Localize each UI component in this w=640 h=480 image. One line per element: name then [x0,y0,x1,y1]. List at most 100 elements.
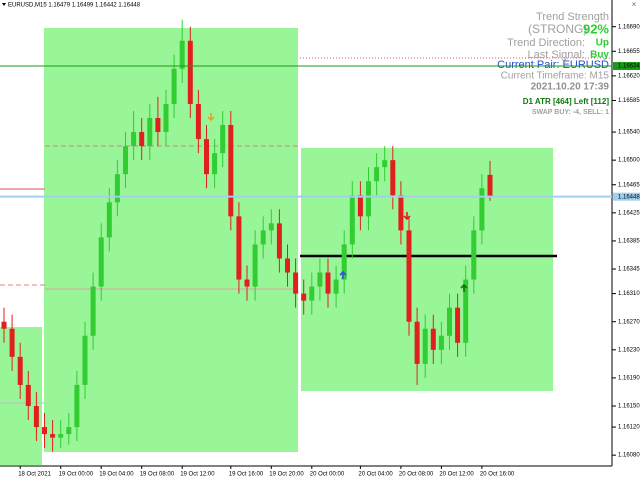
panel-text: D1 ATR [464] Left [112] [523,97,610,106]
x-tick-label: 19 Oct 00:00 [59,472,94,478]
zone [44,28,298,452]
y-tick-label: 1.16620 [618,73,640,79]
candle-body [187,40,193,104]
signal-arrow [403,212,411,221]
candle-body [366,181,371,217]
candle-body [268,223,274,231]
candle-body [25,384,31,406]
candle-body [1,321,7,329]
candle-body [438,335,444,350]
candle-body [17,356,23,385]
x-tick-label: 19 Oct 16:00 [229,472,264,478]
plot [1,19,493,452]
candle-body [285,258,290,273]
y-tick-label: 1.16190 [618,375,640,381]
price-label: 1.16634 [618,64,640,70]
candle-body [90,286,96,336]
panel-value: Up [596,38,609,49]
candle-body [390,160,396,196]
y-tick-label: 1.16080 [618,453,640,459]
candle-body [123,146,128,175]
x-tick-label: 20 Oct 04:00 [358,472,393,478]
panel-text: 2021.10.20 17:39 [531,82,610,93]
candle-body [276,223,282,259]
candle-body [204,139,209,175]
x-tick-label: 19 Oct 20:00 [269,472,304,478]
price-label: 1.16448 [618,194,640,200]
signal-arrow [207,113,215,122]
x-tick-label: 19 Oct 04:00 [99,472,134,478]
zone [0,327,42,465]
candle-body [455,307,461,343]
candle-body [374,167,380,182]
candle-body [163,103,169,133]
price-box [613,62,640,71]
candle-body [236,216,242,280]
x-tick-label: 20 Oct 12:00 [439,472,474,478]
y-tick-label: 1.16385 [618,239,640,245]
x-tick-label: 19 Oct 12:00 [180,472,215,478]
price-box [613,192,640,201]
x-tick-label: 20 Oct 00:00 [310,472,345,478]
panel-text: Current Timeframe: M15 [501,71,610,82]
candle-body [471,230,477,280]
candle-body [479,188,485,231]
candle-body [309,286,315,301]
candle-body [430,328,436,350]
signal-arrow [339,270,347,279]
candle-body [98,237,104,287]
candle-body [317,272,323,287]
panel-text: Trend Direction: [507,37,585,49]
candle-body [293,272,299,294]
x-tick-label: 20 Oct 16:00 [480,472,515,478]
candle-body [406,230,412,322]
candle-body [487,174,493,197]
candle-body [244,279,250,287]
candle-body [66,427,72,435]
candle-body [74,384,80,428]
candle-body [414,321,420,364]
candle-body [42,427,47,435]
candle-body [341,244,347,280]
candle-body [131,132,137,147]
candle-body [195,103,201,140]
candle-body [179,40,185,69]
x-tick-label: 18 Oct 2021 [18,472,51,478]
candle-body [114,174,120,203]
candle-body [58,434,64,438]
menu-icon[interactable] [2,3,6,6]
candle-body [171,68,177,104]
candle-body [9,328,15,357]
candle-body [106,202,112,238]
candle-body [260,230,266,245]
y-tick-label: 1.16585 [618,98,640,104]
y-tick-label: 1.16425 [618,210,640,216]
panel-text: SWAP BUY: -4, SELL: 1 [532,109,609,116]
panel-text: (STRONG) [528,22,587,36]
candle-body [50,434,56,438]
x-tick-label: 19 Oct 08:00 [140,472,175,478]
y-tick-label: 1.16500 [618,158,640,164]
close-button[interactable]: × [632,0,637,9]
y-tick-label: 1.16270 [618,319,640,325]
y-tick-label: 1.16310 [618,291,640,297]
candle-body [382,160,388,168]
y-tick-label: 1.16120 [618,425,640,431]
panel-text: Current Pair: EURUSD [497,59,609,71]
candle-body [463,279,469,343]
candle-body [447,307,452,336]
candle-body [422,328,428,364]
candle-body [398,195,404,231]
x-tick-label: 20 Oct 08:00 [399,472,434,478]
candle-body [147,118,153,147]
candle-body [155,118,161,133]
candle-body [301,293,307,301]
candle-body [228,125,234,217]
candle-body [252,244,258,287]
candle-body [82,335,88,385]
y-tick-label: 1.16230 [618,347,640,353]
candle-body [349,195,355,245]
y-tick-label: 1.16150 [618,404,640,410]
candle-body [212,153,218,175]
